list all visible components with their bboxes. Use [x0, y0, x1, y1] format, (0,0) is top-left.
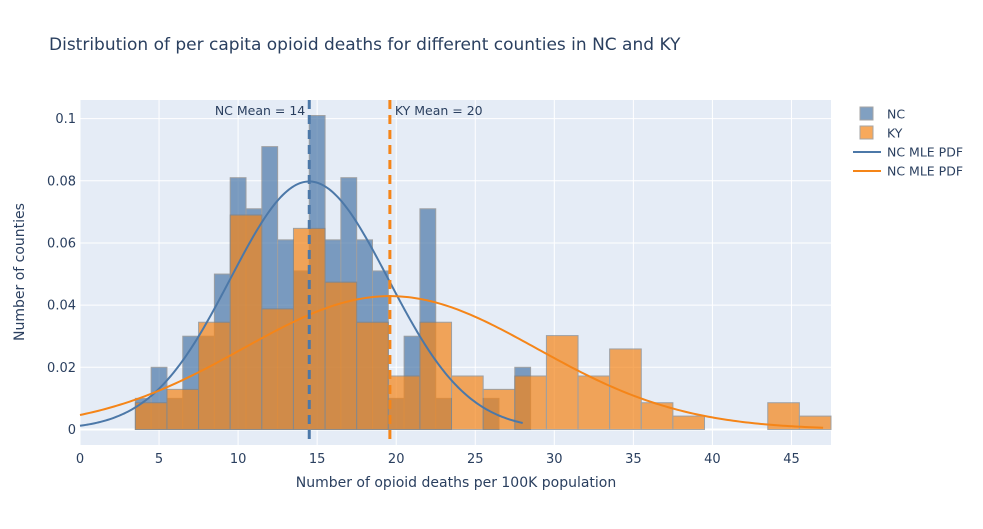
y-tick-label: 0.1 [55, 112, 76, 127]
bar-ky[interactable] [261, 308, 294, 430]
y-tick-label: 0.02 [47, 361, 76, 376]
curves-layer [79, 180, 824, 429]
x-tick-label: 35 [625, 452, 642, 467]
legend-item[interactable]: NC MLE PDF [853, 145, 963, 160]
legend-label: KY [887, 126, 903, 141]
legend-label: NC [887, 107, 905, 122]
x-tick-label: 25 [467, 452, 484, 467]
y-axis-title: Number of counties [12, 203, 28, 341]
x-tick-label: 20 [388, 452, 405, 467]
y-tick-label: 0.08 [47, 174, 76, 189]
mean-lines-layer: NC Mean = 14 KY Mean = 20 [215, 100, 483, 445]
x-tick-label: 10 [230, 452, 247, 467]
x-axis-title: Number of opioid deaths per 100K populat… [296, 475, 617, 491]
legend-swatch [859, 106, 874, 121]
bars-layer [134, 115, 832, 430]
bar-ky[interactable] [324, 281, 358, 430]
mean-annotation-ky: KY Mean = 20 [395, 103, 483, 118]
bar-ky[interactable] [545, 335, 579, 430]
legend-label: NC MLE PDF [887, 145, 963, 160]
legend-item[interactable]: KY [859, 125, 903, 141]
x-tick-label: 30 [546, 452, 563, 467]
bar-ky[interactable] [134, 402, 168, 430]
bar-ky[interactable] [198, 321, 231, 430]
pdf-curve-ky[interactable] [79, 295, 824, 429]
x-tick-label: 40 [704, 452, 721, 467]
y-tick-label: 0.04 [47, 299, 76, 314]
bar-ky[interactable] [356, 321, 389, 430]
x-tick-label: 15 [309, 452, 326, 467]
bar-ky[interactable] [229, 214, 263, 430]
chart-title: Distribution of per capita opioid deaths… [49, 35, 681, 55]
legend-label: NC MLE PDF [887, 164, 963, 179]
bar-ky[interactable] [451, 375, 484, 430]
bar-ky[interactable] [577, 375, 611, 430]
bar-ky[interactable] [419, 321, 453, 430]
x-tick-label: 45 [783, 452, 800, 467]
x-tick-label: 5 [155, 452, 163, 467]
mean-annotation-nc: NC Mean = 14 [215, 103, 305, 118]
ticks-layer: 0 0.02 0.04 0.06 0.08 0.1 0 5 10 15 20 25 30 35 40 45 [47, 112, 800, 467]
x-tick-label: 0 [76, 452, 84, 467]
legend[interactable]: NC KY NC MLE PDF NC MLE PDF [853, 106, 963, 179]
y-tick-label: 0.06 [47, 236, 76, 251]
bar-ky[interactable] [387, 375, 421, 430]
legend-item[interactable]: NC MLE PDF [853, 164, 963, 179]
bar-ky[interactable] [166, 388, 200, 430]
legend-item[interactable]: NC [859, 106, 905, 122]
legend-swatch [859, 125, 874, 140]
series-ky-bars [134, 214, 832, 430]
bar-ky[interactable] [672, 415, 706, 430]
y-tick-label: 0 [68, 423, 76, 438]
bar-ky[interactable] [609, 348, 642, 430]
